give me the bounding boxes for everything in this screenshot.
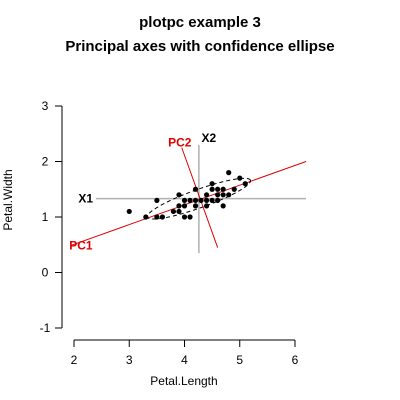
data-point [209, 181, 215, 187]
data-point [220, 192, 226, 198]
chart-subtitle: Principal axes with confidence ellipse [65, 38, 334, 55]
data-point [181, 214, 188, 220]
x-tick-label: 3 [126, 353, 133, 367]
x-tick-label: 4 [181, 353, 188, 367]
x-tick-label: 2 [71, 353, 78, 367]
data-point [181, 203, 188, 209]
data-point [198, 197, 204, 203]
y-tick-label: 0 [42, 266, 49, 280]
original-axis-label-x1: X1 [78, 192, 93, 206]
principal-axis-label-pc1: PC1 [69, 238, 93, 252]
data-point [237, 175, 243, 181]
data-point [187, 214, 193, 220]
data-point [154, 197, 160, 203]
data-point [215, 186, 221, 192]
data-point [192, 197, 199, 203]
data-point [176, 203, 182, 209]
y-tick-label: 3 [42, 99, 49, 113]
data-point [204, 197, 210, 203]
data-points [126, 170, 248, 220]
data-point [231, 186, 237, 192]
data-point [242, 181, 248, 187]
chart-title: plotpc example 3 [139, 14, 261, 31]
y-tick-label: 2 [42, 155, 49, 169]
y-axis-label: Petal.Width [1, 169, 15, 230]
x-axis-label: Petal.Length [150, 374, 217, 388]
data-point [176, 208, 182, 215]
data-point [192, 203, 199, 209]
data-point [215, 197, 221, 203]
data-point [220, 203, 226, 209]
data-point [126, 208, 132, 215]
data-point [226, 170, 232, 176]
data-point [215, 192, 221, 198]
data-point [154, 214, 160, 220]
x-tick-label: 6 [292, 353, 299, 367]
original-axis-label-x2: X2 [202, 131, 217, 145]
principal-axes [71, 147, 307, 248]
data-point [209, 197, 215, 203]
data-point [192, 186, 199, 192]
data-point [176, 192, 182, 198]
data-point [220, 186, 226, 192]
data-point [170, 208, 177, 215]
axis-labels: X1 X2 PC1 PC2 [69, 131, 216, 252]
data-point [226, 192, 232, 198]
principal-axis-pc2 [181, 147, 219, 248]
data-point [204, 192, 210, 198]
data-point [181, 197, 188, 203]
data-point [143, 214, 149, 220]
data-point [187, 197, 193, 203]
principal-axis-pc1 [71, 161, 307, 246]
data-point [204, 203, 210, 209]
data-point [209, 186, 215, 192]
data-point [159, 214, 165, 220]
y-tick-label: 1 [42, 210, 49, 224]
y-tick-label: -1 [40, 321, 51, 335]
axes: 2 3 4 5 6 -1 0 1 2 3 [40, 99, 299, 367]
principal-axis-label-pc2: PC2 [168, 136, 192, 150]
x-tick-label: 5 [236, 353, 243, 367]
